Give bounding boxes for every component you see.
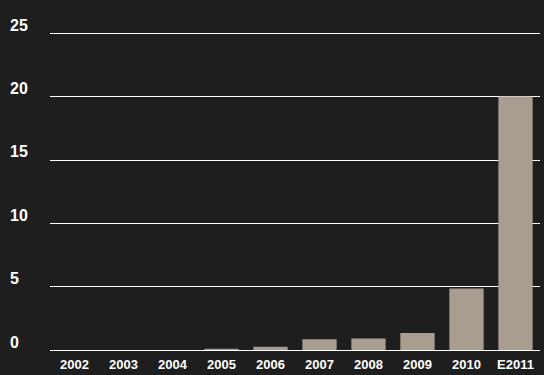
svg-text:15: 15 bbox=[10, 143, 28, 160]
svg-text:25: 25 bbox=[10, 17, 28, 34]
svg-text:2007: 2007 bbox=[305, 357, 334, 372]
svg-text:2004: 2004 bbox=[158, 357, 188, 372]
svg-text:2010: 2010 bbox=[452, 357, 481, 372]
svg-text:2005: 2005 bbox=[207, 357, 236, 372]
svg-text:2002: 2002 bbox=[60, 357, 89, 372]
svg-text:2003: 2003 bbox=[109, 357, 138, 372]
svg-text:0: 0 bbox=[10, 334, 19, 351]
svg-text:2006: 2006 bbox=[256, 357, 285, 372]
svg-text:2009: 2009 bbox=[403, 357, 432, 372]
svg-text:20: 20 bbox=[10, 80, 28, 97]
svg-text:10: 10 bbox=[10, 207, 28, 224]
svg-text:E2011: E2011 bbox=[497, 357, 534, 372]
svg-text:5: 5 bbox=[10, 270, 19, 287]
svg-text:2008: 2008 bbox=[354, 357, 383, 372]
